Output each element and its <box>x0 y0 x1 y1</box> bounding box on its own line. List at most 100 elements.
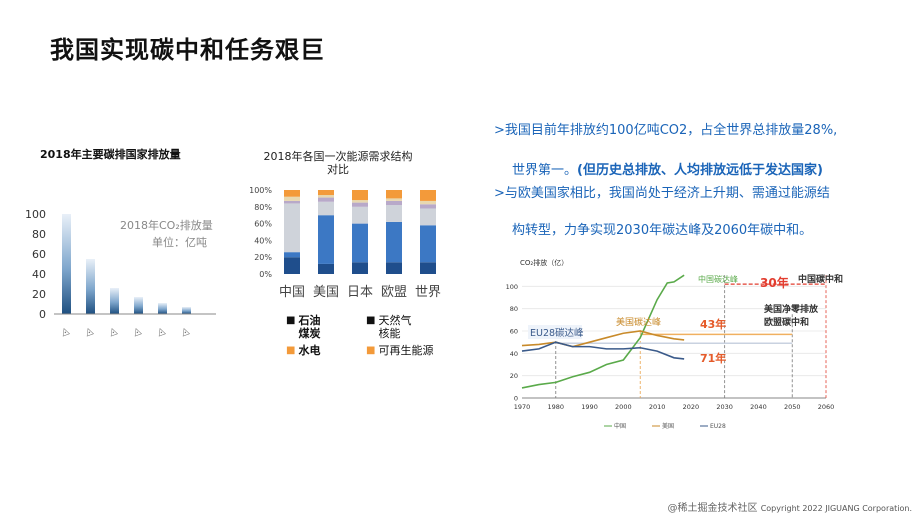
chart1-x-label: ◬ <box>180 325 191 338</box>
chart3-y-tick: 100 <box>506 283 518 291</box>
chart3-y-tick: 40 <box>510 350 518 358</box>
chart2-segment <box>386 200 402 206</box>
chart2-stacked-chart: 0% 20% 40% 60% 80% 100% 中国 美国 日本 欧盟 世界 <box>249 186 441 300</box>
chart1-bar <box>158 303 167 314</box>
chart2-segment <box>352 200 368 203</box>
chart1-x-label: ◬ <box>84 325 95 338</box>
label-china-neutral: 中国碳中和 <box>798 273 843 285</box>
eu-peak-bg <box>528 325 582 339</box>
chart2-y-axis: 0% 20% 40% 60% 80% 100% <box>249 186 272 279</box>
chart3-lines <box>521 274 685 389</box>
chart1-bar-chart: 0 20 40 60 80 100 ◬ ◬ ◬ ◬ ◬ ◬ 2018年CO₂排放量 单位：亿吨 <box>26 208 216 338</box>
legend-gas-nuclear: ■ 天然气 核能 <box>366 314 412 340</box>
chart2-segment <box>284 203 300 253</box>
chart1-x-label: ◬ <box>156 325 167 338</box>
chart1-y-axis: 0 20 40 60 80 100 <box>26 208 46 321</box>
chart3-y-tick: 20 <box>510 372 518 380</box>
label-eu-peak: EU28碳达峰 <box>530 327 584 339</box>
chart2-segment <box>352 202 368 207</box>
chart2-segment <box>386 190 402 199</box>
chart2-segment <box>318 263 334 274</box>
chart3-legend-label: EU28 <box>710 423 726 430</box>
chart2-segment <box>284 200 300 204</box>
chart2-segment <box>420 204 436 209</box>
chart1-y-tick: 60 <box>32 248 46 261</box>
chart2-y-tick: 20% <box>254 253 272 262</box>
chart2-y-tick: 100% <box>249 186 272 195</box>
chart3-x-tick: 1970 <box>514 403 531 411</box>
footer-brand: @稀土掘金技术社区 <box>667 503 758 514</box>
right-text-line1: >我国目前年排放约100亿吨CO2，占全世界总排放量28%, <box>494 123 838 138</box>
chart2-title: 2018年各国一次能源需求结构 对比 <box>263 150 413 176</box>
chart2-segment <box>352 262 368 274</box>
chart2-segment <box>420 200 436 205</box>
chart2-segment <box>386 221 402 263</box>
chart3-x-tick: 1990 <box>581 403 598 411</box>
chart3-x-tick: 2000 <box>615 403 632 411</box>
chart2-segment <box>352 206 368 224</box>
chart2-segment <box>318 215 334 264</box>
chart3-y-label: CO₂排放（亿） <box>520 258 568 267</box>
chart3-legend: 中国 美国 EU28 <box>604 422 726 430</box>
chart3-x-tick: 2020 <box>683 403 700 411</box>
right-text-line2: 世界第一。(但历史总排放、人均排放远低于发达国家) <box>512 163 823 178</box>
chart1-y-tick: 20 <box>32 288 46 301</box>
chart3-x-tick: 2040 <box>750 403 767 411</box>
chart2-y-tick: 80% <box>254 203 272 212</box>
label-gap-71: 71年 <box>700 351 726 365</box>
chart2-x-labels: 中国 美国 日本 欧盟 世界 <box>279 285 441 300</box>
chart1-bar <box>86 259 95 314</box>
chart2-legend: ■ 石油 煤炭 ■ 天然气 核能 ■ 水电 ■ 可再生能源 <box>286 314 476 357</box>
chart2-segment <box>284 257 300 274</box>
chart3-y-tick: 80 <box>510 305 518 313</box>
chart3-legend-label: 中国 <box>614 422 626 430</box>
legend-renewable: ■ 可再生能源 <box>366 344 434 357</box>
chart2-x-label: 美国 <box>313 285 339 300</box>
chart2-y-tick: 0% <box>259 270 272 279</box>
chart2-segment <box>420 262 436 274</box>
label-us-peak: 美国碳达峰 <box>616 316 661 328</box>
footer-copyright: Copyright 2022 JIGUANG Corporation. <box>760 504 912 513</box>
chart1-y-tick: 80 <box>32 228 46 241</box>
chart1-x-label: ◬ <box>132 325 143 338</box>
legend-square-icon: ■ <box>366 315 376 326</box>
right-text-line4: 构转型，力争实现2030年碳达峰及2060年碳中和。 <box>512 223 813 238</box>
legend-square-icon: ■ <box>366 345 376 356</box>
chart2-x-label: 中国 <box>279 285 305 300</box>
chart3-y-tick: 0 <box>514 395 518 403</box>
chart3-series-line <box>521 330 685 348</box>
chart1-bar <box>110 288 119 314</box>
chart2-bars <box>284 190 436 274</box>
chart1-x-label: ◬ <box>108 325 119 338</box>
legend-square-icon: ■ <box>286 345 296 356</box>
chart1-x-label: ◬ <box>60 325 71 338</box>
chart2-segment <box>352 190 368 201</box>
chart2-segment <box>352 223 368 263</box>
chart3-series-line <box>521 341 685 360</box>
chart1-x-labels: ◬ ◬ ◬ ◬ ◬ ◬ <box>60 325 191 338</box>
chart1-bar <box>62 214 71 314</box>
legend-square-icon: ■ <box>286 315 296 326</box>
chart2-segment <box>420 208 436 226</box>
chart1-y-tick: 0 <box>39 308 46 321</box>
chart1-bars <box>62 214 191 314</box>
chart2-segment <box>386 198 402 201</box>
chart2-segment <box>284 190 300 197</box>
chart2-y-tick: 40% <box>254 236 272 245</box>
chart1-bar <box>182 307 191 314</box>
chart3-legend-label: 美国 <box>662 422 674 430</box>
chart3-x-tick: 2060 <box>818 403 835 411</box>
chart1-bar <box>134 297 143 314</box>
chart2-x-label: 世界 <box>415 285 441 300</box>
chart1-y-tick: 40 <box>32 268 46 281</box>
chart3-y-tick: 60 <box>510 328 518 336</box>
chart2-segment <box>420 190 436 201</box>
chart1-title: 2018年主要碳排国家排放量 <box>40 148 181 161</box>
chart2-segment <box>386 262 402 274</box>
label-eu-neutral: 欧盟碳中和 <box>764 316 809 328</box>
label-gap-30: 30年 <box>760 275 789 290</box>
label-china-peak: 中国碳达峰 <box>698 274 738 284</box>
chart3-x-tick: 1980 <box>548 403 565 411</box>
